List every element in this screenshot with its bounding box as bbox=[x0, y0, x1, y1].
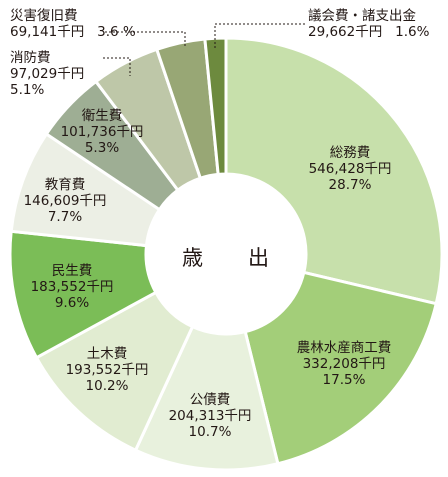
label-name: 公債費 bbox=[189, 392, 231, 408]
label-health: 衛生費 101,736千円 5.3% bbox=[57, 108, 147, 156]
donut-hole bbox=[146, 174, 306, 334]
label-disaster-recovery: 災害復旧費 69,141千円 3.6 % bbox=[10, 8, 136, 40]
label-name: 民生費 bbox=[51, 263, 93, 279]
label-name: 土木費 bbox=[86, 346, 128, 362]
label-amount: 29,662千円 bbox=[308, 24, 383, 40]
leader-line-disaster bbox=[105, 31, 186, 48]
label-amount: 204,313千円 bbox=[168, 408, 252, 424]
label-percent: 5.3% bbox=[84, 140, 120, 156]
label-name: 衛生費 bbox=[81, 108, 123, 124]
label-percent: 3.6 % bbox=[97, 24, 136, 40]
label-welfare: 民生費 183,552千円 9.6% bbox=[27, 263, 117, 311]
label-percent: 10.2% bbox=[85, 378, 129, 394]
label-amount: 332,208千円 bbox=[302, 356, 386, 372]
label-amount-percent: 69,141千円 3.6 % bbox=[10, 24, 136, 40]
label-amount: 101,736千円 bbox=[60, 124, 144, 140]
center-label: 歳 出 bbox=[182, 246, 281, 270]
label-name: 議会費・諸支出金 bbox=[308, 8, 416, 24]
label-amount: 97,029千円 bbox=[10, 66, 85, 82]
label-amount: 146,609千円 bbox=[23, 193, 107, 209]
label-percent: 9.6% bbox=[54, 295, 90, 311]
label-agriculture-commerce: 農林水産商工費 332,208千円 17.5% bbox=[282, 340, 406, 388]
leader-line-fire bbox=[103, 57, 131, 76]
label-name: 災害復旧費 bbox=[10, 8, 78, 24]
leader-line-assembly bbox=[214, 23, 305, 48]
label-assembly-misc: 議会費・諸支出金 29,662千円 1.6% bbox=[308, 8, 429, 40]
label-general-affairs: 総務費 546,428千円 28.7% bbox=[305, 145, 395, 193]
label-percent: 7.7% bbox=[47, 209, 83, 225]
label-amount: 546,428千円 bbox=[308, 161, 392, 177]
label-fire-defense: 消防費 97,029千円 5.1% bbox=[10, 50, 84, 98]
label-percent: 5.1% bbox=[10, 82, 45, 98]
label-education: 教育費 146,609千円 7.7% bbox=[20, 177, 110, 225]
label-name: 消防費 bbox=[10, 50, 51, 66]
label-civil-engineering: 土木費 193,552千円 10.2% bbox=[62, 346, 152, 394]
label-amount: 193,552千円 bbox=[65, 362, 149, 378]
label-percent: 28.7% bbox=[328, 177, 372, 193]
label-public-debt: 公債費 204,313千円 10.7% bbox=[165, 392, 255, 440]
label-amount: 69,141千円 bbox=[10, 24, 85, 40]
label-name: 総務費 bbox=[329, 145, 371, 161]
label-amount: 183,552千円 bbox=[30, 279, 114, 295]
label-percent: 1.6% bbox=[395, 24, 430, 40]
label-percent: 17.5% bbox=[322, 372, 366, 388]
label-percent: 10.7% bbox=[188, 424, 232, 440]
label-name: 農林水産商工費 bbox=[296, 340, 392, 356]
label-name: 教育費 bbox=[44, 177, 86, 193]
label-amount-percent: 29,662千円 1.6% bbox=[308, 24, 429, 40]
